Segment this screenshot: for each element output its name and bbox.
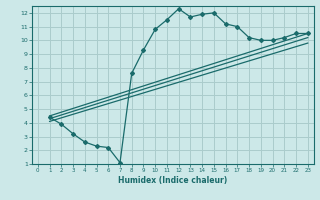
X-axis label: Humidex (Indice chaleur): Humidex (Indice chaleur)	[118, 176, 228, 185]
